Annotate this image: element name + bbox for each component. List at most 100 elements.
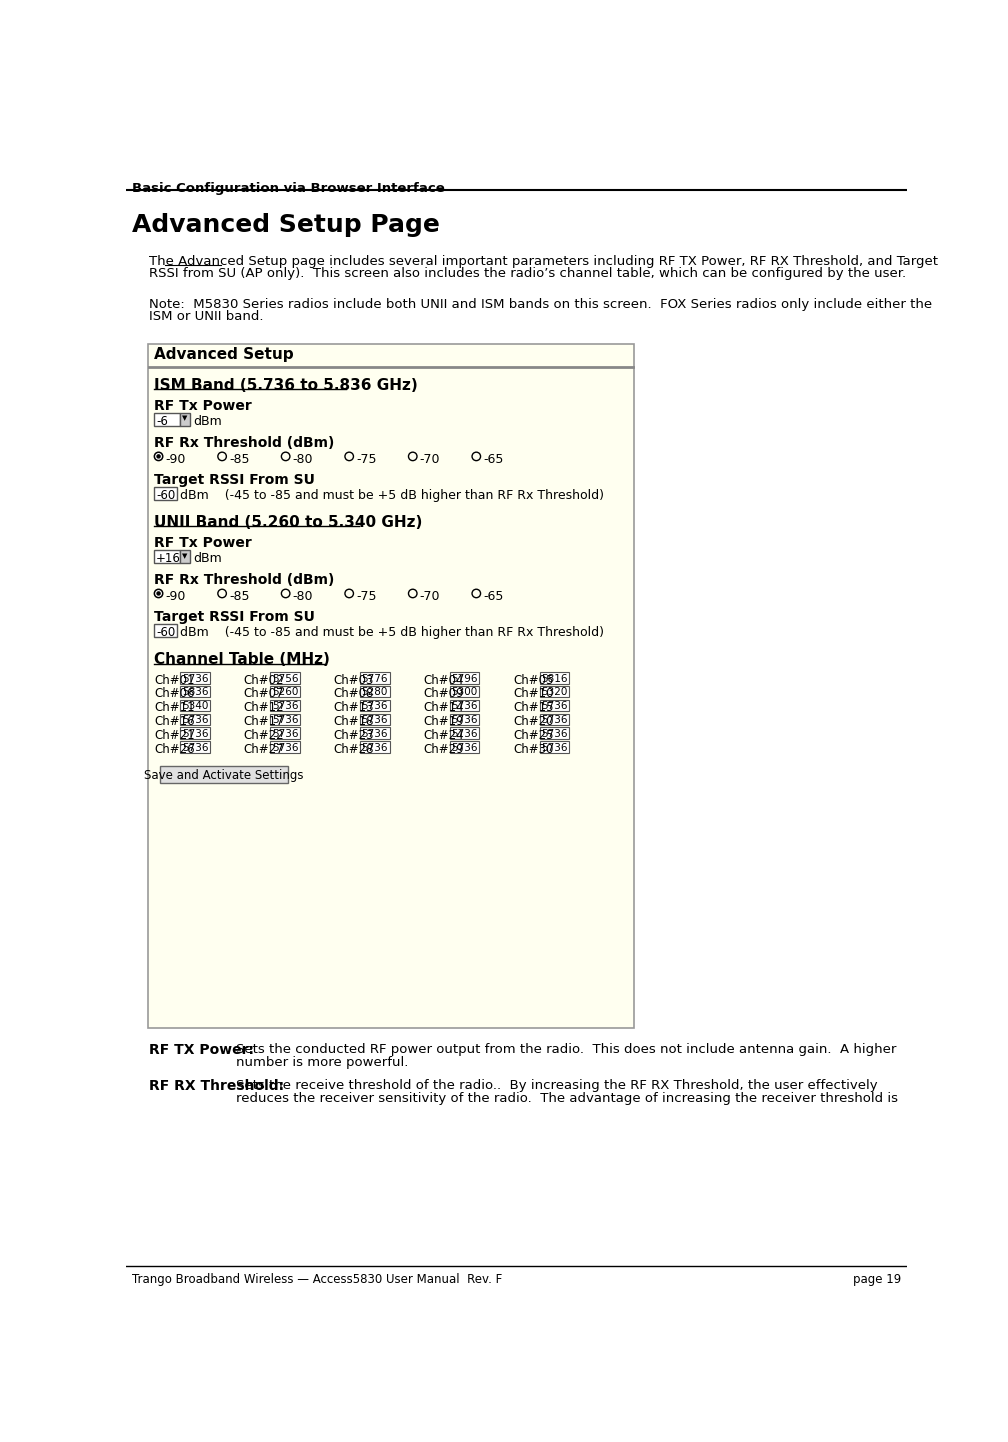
Text: dBm: dBm — [194, 415, 222, 428]
Bar — [540, 699, 570, 711]
Bar — [540, 686, 570, 698]
Text: RF RX Threshold:: RF RX Threshold: — [149, 1079, 284, 1093]
Circle shape — [157, 591, 160, 596]
Text: UNII Band (5.260 to 5.340 GHz): UNII Band (5.260 to 5.340 GHz) — [154, 515, 422, 529]
Text: Advanced Setup Page: Advanced Setup Page — [132, 213, 440, 236]
Text: 5736: 5736 — [452, 701, 478, 711]
Text: 5736: 5736 — [181, 673, 209, 684]
Text: -6: -6 — [156, 415, 168, 428]
Bar — [360, 727, 389, 738]
Text: Ch#13: Ch#13 — [334, 701, 374, 714]
Text: RF Rx Threshold (dBm): RF Rx Threshold (dBm) — [154, 437, 335, 450]
Text: Ch#05: Ch#05 — [513, 673, 553, 686]
Text: -70: -70 — [419, 590, 440, 603]
Text: 5736: 5736 — [362, 715, 388, 725]
Text: 5736: 5736 — [362, 701, 388, 711]
Text: Ch#04: Ch#04 — [423, 673, 464, 686]
Circle shape — [157, 454, 160, 459]
Text: 5736: 5736 — [272, 701, 298, 711]
Text: Ch#03: Ch#03 — [334, 673, 374, 686]
Text: Ch#08: Ch#08 — [334, 688, 374, 701]
Circle shape — [154, 590, 163, 597]
Bar — [180, 672, 210, 684]
Text: Channel Table (MHz): Channel Table (MHz) — [154, 652, 330, 668]
Text: Ch#30: Ch#30 — [513, 743, 553, 756]
Text: 5736: 5736 — [541, 715, 568, 725]
Bar — [180, 727, 210, 738]
Text: dBm    (-45 to -85 and must be +5 dB higher than RF Rx Threshold): dBm (-45 to -85 and must be +5 dB higher… — [180, 626, 604, 639]
Text: Ch#22: Ch#22 — [244, 730, 284, 743]
Text: -75: -75 — [356, 453, 377, 466]
Text: RSSI from SU (AP only).  This screen also includes the radio’s channel table, wh: RSSI from SU (AP only). This screen also… — [149, 267, 906, 280]
Text: reduces the receiver sensitivity of the radio.  The advantage of increasing the : reduces the receiver sensitivity of the … — [236, 1092, 898, 1105]
Text: Target RSSI From SU: Target RSSI From SU — [154, 473, 314, 487]
Text: Ch#24: Ch#24 — [423, 730, 465, 743]
Text: Note:  M5830 Series radios include both UNII and ISM bands on this screen.  FOX : Note: M5830 Series radios include both U… — [149, 298, 932, 311]
Bar — [148, 345, 634, 1028]
Circle shape — [154, 453, 163, 460]
Text: Trango Broadband Wireless — Access5830 User Manual  Rev. F: Trango Broadband Wireless — Access5830 U… — [132, 1273, 502, 1286]
Text: 5736: 5736 — [452, 715, 478, 725]
Circle shape — [156, 454, 161, 459]
Circle shape — [156, 591, 161, 596]
Bar — [180, 686, 210, 698]
Bar — [360, 686, 389, 698]
Bar — [540, 714, 570, 725]
Text: RF Tx Power: RF Tx Power — [154, 399, 252, 414]
Text: 5736: 5736 — [452, 730, 478, 738]
Text: -85: -85 — [229, 453, 250, 466]
Text: Ch#11: Ch#11 — [154, 701, 195, 714]
Text: 5796: 5796 — [452, 673, 478, 684]
Text: ▼: ▼ — [181, 552, 187, 558]
Bar — [180, 414, 191, 427]
Bar — [180, 714, 210, 725]
Bar — [270, 686, 299, 698]
Text: Ch#14: Ch#14 — [423, 701, 465, 714]
Text: 5736: 5736 — [181, 730, 209, 738]
Bar — [154, 551, 180, 564]
Bar — [450, 714, 480, 725]
Text: Sets the conducted RF power output from the radio.  This does not include antenn: Sets the conducted RF power output from … — [236, 1043, 896, 1056]
Text: RF Rx Threshold (dBm): RF Rx Threshold (dBm) — [154, 574, 335, 587]
Text: -65: -65 — [483, 453, 504, 466]
Text: Ch#25: Ch#25 — [513, 730, 554, 743]
Bar — [450, 741, 480, 753]
Text: Ch#27: Ch#27 — [244, 743, 284, 756]
Text: dBm    (-45 to -85 and must be +5 dB higher than RF Rx Threshold): dBm (-45 to -85 and must be +5 dB higher… — [180, 489, 604, 502]
Text: 5836: 5836 — [181, 688, 209, 698]
Text: -70: -70 — [419, 453, 440, 466]
Text: -65: -65 — [483, 590, 504, 603]
Bar — [450, 727, 480, 738]
Text: Ch#17: Ch#17 — [244, 715, 284, 728]
Text: -85: -85 — [229, 590, 250, 603]
Bar — [154, 624, 177, 637]
Text: Ch#07: Ch#07 — [244, 688, 284, 701]
Text: 5300: 5300 — [452, 688, 478, 698]
Text: number is more powerful.: number is more powerful. — [236, 1056, 408, 1069]
Text: Ch#01: Ch#01 — [154, 673, 195, 686]
Text: 5736: 5736 — [272, 715, 298, 725]
Text: 5280: 5280 — [362, 688, 388, 698]
Text: 5736: 5736 — [541, 743, 568, 753]
Text: 5736: 5736 — [541, 730, 568, 738]
Text: RF TX Power:: RF TX Power: — [149, 1043, 254, 1057]
Text: ISM Band (5.736 to 5.836 GHz): ISM Band (5.736 to 5.836 GHz) — [154, 378, 417, 392]
Text: -80: -80 — [292, 590, 313, 603]
Text: 5320: 5320 — [541, 688, 568, 698]
Text: Ch#19: Ch#19 — [423, 715, 465, 728]
Text: 5736: 5736 — [362, 730, 388, 738]
Text: Ch#09: Ch#09 — [423, 688, 464, 701]
Text: Ch#21: Ch#21 — [154, 730, 195, 743]
Text: 5736: 5736 — [452, 743, 478, 753]
Bar — [154, 414, 180, 427]
Bar — [270, 699, 299, 711]
Bar — [270, 714, 299, 725]
Text: -90: -90 — [165, 453, 185, 466]
Text: Ch#18: Ch#18 — [334, 715, 374, 728]
Text: 5736: 5736 — [272, 730, 298, 738]
Text: Save and Activate Settings: Save and Activate Settings — [144, 769, 303, 782]
Bar — [450, 686, 480, 698]
Bar — [450, 672, 480, 684]
Text: -75: -75 — [356, 590, 377, 603]
Bar — [540, 741, 570, 753]
